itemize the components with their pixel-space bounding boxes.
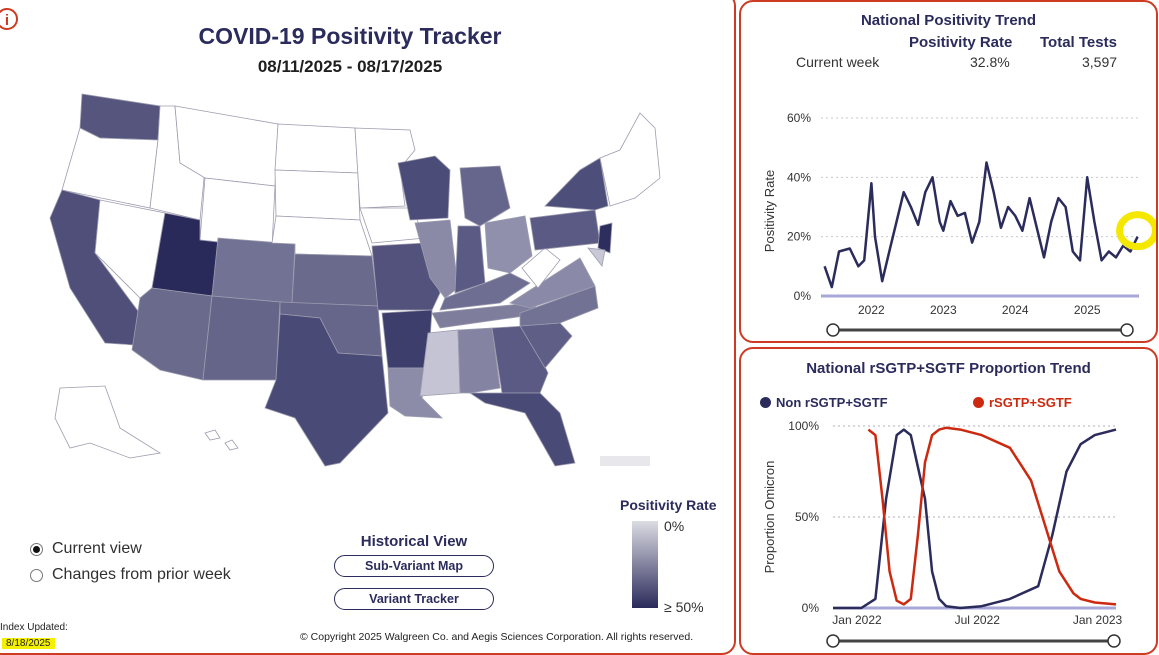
- legend-min-label: 0%: [664, 518, 685, 534]
- positivity-trend-panel: National Positivity Trend Positivity Rat…: [739, 0, 1158, 343]
- legend-label: Non rSGTP+SGTF: [776, 395, 888, 410]
- trend-title: National Positivity Trend: [860, 12, 1037, 29]
- y-tick-label: 60%: [787, 111, 811, 125]
- x-tick-label: 2025: [1074, 303, 1101, 317]
- x-tick-label: 2023: [930, 303, 957, 317]
- state-wisconsin[interactable]: [397, 155, 451, 221]
- copyright: © Copyright 2025 Walgreen Co. and Aegis …: [300, 631, 694, 643]
- radio-label: Current view: [52, 540, 142, 557]
- state-new-jersey[interactable]: [597, 222, 613, 254]
- total-tests-value: 3,597: [1082, 54, 1118, 70]
- omicron-trend-panel: National rSGTP+SGTF Proportion Trend: [739, 347, 1158, 655]
- date-range: 08/11/2025 - 08/17/2025: [257, 57, 443, 76]
- state-alaska[interactable]: [54, 385, 162, 459]
- state-kentucky[interactable]: [439, 272, 531, 311]
- current-week-label: Current week: [796, 54, 880, 70]
- omicron-title: National rSGTP+SGTF Proportion Trend: [806, 360, 1091, 377]
- x-tick-label: Jan 2022: [832, 613, 882, 627]
- y-tick-label: 0%: [794, 289, 812, 303]
- page-title: COVID-19 Positivity Tracker: [198, 23, 502, 49]
- positivity-trend-chart: 0% 20% 40% 60% 2022 2023 2024 2025 Positivity Ra…: [762, 111, 1156, 337]
- range-slider-start-handle: [826, 323, 840, 337]
- state-west-virginia[interactable]: [521, 247, 561, 289]
- positivity-rate-value: 32.8%: [970, 54, 1010, 70]
- highlight-marker: [1116, 211, 1156, 251]
- y-tick-label: 100%: [788, 419, 819, 433]
- state-illinois[interactable]: [414, 219, 459, 299]
- legend-label: rSGTP+SGTF: [989, 395, 1072, 410]
- state-maryland[interactable]: [587, 247, 606, 267]
- legend-dot-icon: [760, 397, 771, 408]
- range-slider-start-handle: [826, 634, 840, 648]
- sub-variant-map-button[interactable]: Sub-Variant Map: [334, 555, 494, 577]
- y-tick-label: 0%: [802, 601, 820, 615]
- state-kansas[interactable]: [291, 253, 379, 307]
- radio-selected-icon[interactable]: [30, 542, 43, 556]
- range-slider-end-handle: [1120, 323, 1134, 337]
- state-texas[interactable]: [264, 313, 389, 467]
- y-axis-label: Proportion Omicron: [762, 461, 777, 574]
- radio-label: Changes from prior week: [52, 566, 231, 583]
- index-updated-label: Index Updated:: [0, 622, 68, 633]
- state-new-mexico[interactable]: [202, 295, 281, 381]
- index-updated-date: 8/18/2025: [2, 638, 55, 649]
- radio-unselected-icon[interactable]: [30, 568, 43, 582]
- state-arizona[interactable]: [131, 287, 213, 381]
- state-missouri[interactable]: [371, 242, 441, 311]
- x-tick-label: Jul 2022: [955, 613, 1001, 627]
- legend-non-rsgtp: Non rSGTP+SGTF: [760, 395, 888, 410]
- legend-dot-icon: [973, 397, 984, 408]
- x-tick-label: 2022: [858, 303, 885, 317]
- state-florida[interactable]: [468, 392, 576, 467]
- info-icon[interactable]: i: [0, 8, 18, 30]
- series-line-non-rsgtp: [833, 428, 1117, 610]
- series-line-rsgtp: [867, 426, 1117, 606]
- us-map: [49, 93, 661, 467]
- state-new-england[interactable]: [599, 112, 661, 207]
- state-alabama[interactable]: [457, 327, 501, 394]
- y-tick-label: 50%: [795, 510, 819, 524]
- radio-current-view[interactable]: Current view: [30, 540, 142, 558]
- x-tick-label: 2024: [1002, 303, 1029, 317]
- range-slider-end-handle: [1107, 634, 1121, 648]
- variant-tracker-button[interactable]: Variant Tracker: [334, 588, 494, 610]
- series-line-positivity: [823, 161, 1139, 289]
- y-tick-label: 20%: [787, 230, 811, 244]
- omicron-trend-chart: 0% 50% 100% Jan 2022 Jul 2022 Jan 2023 Proport…: [762, 419, 1123, 648]
- legend-rsgtp: rSGTP+SGTF: [973, 395, 1072, 410]
- puerto-rico[interactable]: [600, 456, 650, 466]
- state-michigan[interactable]: [459, 165, 511, 227]
- radio-changes-prior-week[interactable]: Changes from prior week: [30, 566, 231, 584]
- y-axis-label: Positivity Rate: [762, 170, 777, 252]
- x-tick-label: Jan 2023: [1073, 613, 1123, 627]
- state-ohio[interactable]: [484, 215, 533, 274]
- state-virginia[interactable]: [509, 257, 596, 309]
- state-washington[interactable]: [79, 93, 161, 141]
- historical-view-title: Historical View: [360, 533, 468, 550]
- state-hawaii[interactable]: [204, 429, 239, 451]
- state-pennsylvania[interactable]: [529, 209, 601, 251]
- y-tick-label: 40%: [787, 170, 811, 184]
- state-colorado[interactable]: [211, 237, 296, 304]
- state-georgia[interactable]: [491, 325, 549, 394]
- state-indiana[interactable]: [454, 225, 486, 294]
- total-tests-header: Total Tests: [1040, 34, 1117, 51]
- state-south-dakota[interactable]: [274, 169, 361, 221]
- legend-max-label: ≥ 50%: [664, 599, 704, 615]
- legend-gradient: [632, 521, 658, 608]
- legend-title: Positivity Rate: [620, 497, 717, 513]
- state-wyoming[interactable]: [199, 177, 276, 249]
- positivity-rate-header: Positivity Rate: [909, 34, 1013, 51]
- state-north-dakota[interactable]: [274, 123, 359, 174]
- state-new-york[interactable]: [544, 157, 609, 211]
